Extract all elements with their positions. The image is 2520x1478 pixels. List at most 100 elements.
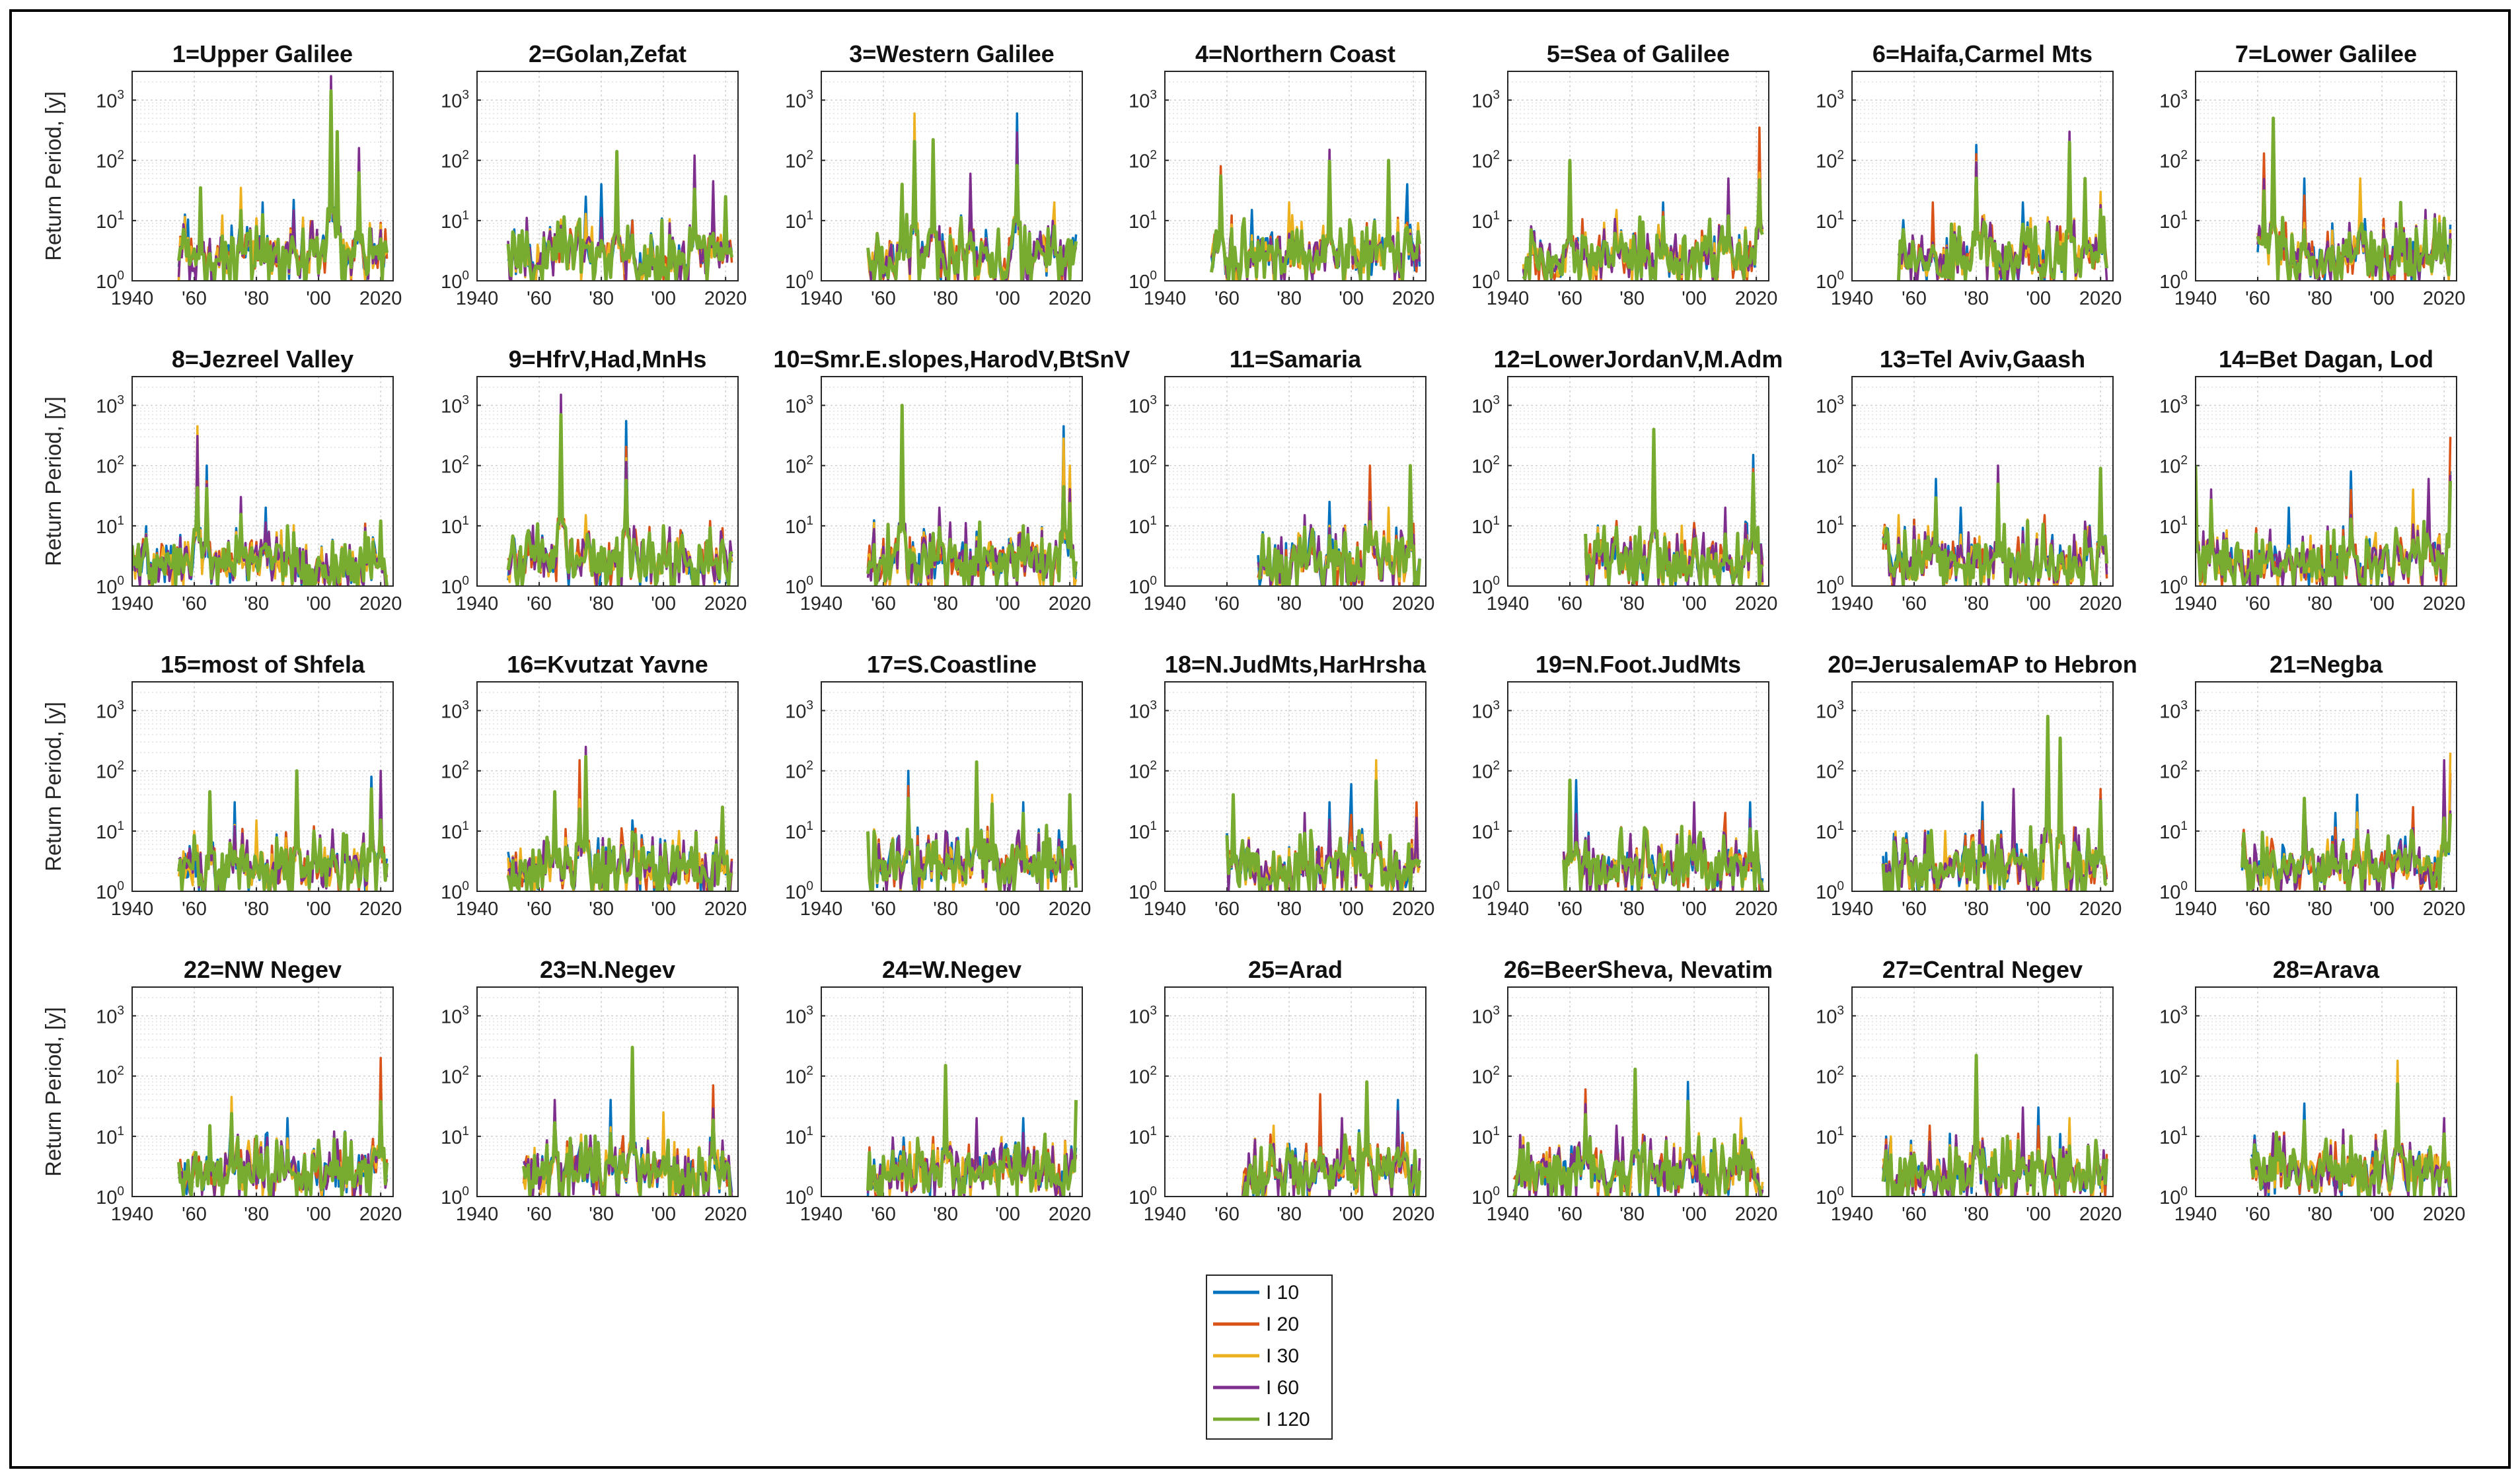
x-tick-label: '80 xyxy=(589,899,614,920)
x-tick-label: '00 xyxy=(306,899,331,920)
series-group xyxy=(1241,1080,1422,1197)
x-tick-label: '80 xyxy=(589,1204,614,1225)
y-tick-label: 103 xyxy=(1471,88,1500,112)
y-tick-label: 102 xyxy=(1129,1064,1157,1088)
x-tick-label: 2020 xyxy=(2423,899,2466,920)
x-tick-label: '60 xyxy=(1557,1204,1582,1225)
y-tick-label: 103 xyxy=(1129,88,1157,112)
x-tick-label: '60 xyxy=(1557,899,1582,920)
x-tick-label: '80 xyxy=(933,288,958,309)
series-group xyxy=(177,769,389,891)
panel: 100 101 102 103 1940 '60 '80 '00 2020 17=S.Coastl… xyxy=(785,651,1091,920)
y-tick-label: 101 xyxy=(1816,514,1844,538)
axes-box xyxy=(1851,71,2114,281)
panel-title: 1=Upper Galilee xyxy=(172,40,353,67)
x-tick-label: 1940 xyxy=(456,899,499,920)
panel: 100 101 102 103 1940 '60 '80 '00 2020 10=Smr.E.sl… xyxy=(774,346,1130,614)
axes-box xyxy=(1851,986,2114,1197)
x-tick-label: '60 xyxy=(182,288,207,309)
axes-box xyxy=(821,681,1083,892)
panel-title: 23=N.Negev xyxy=(540,956,675,983)
y-tick-label: 100 xyxy=(441,269,469,293)
y-tick-label: 100 xyxy=(1129,269,1157,293)
series-line xyxy=(132,486,389,586)
x-tick-label: '60 xyxy=(1902,288,1927,309)
x-tick-label: '80 xyxy=(1964,899,1989,920)
y-tick-label: 100 xyxy=(785,574,813,598)
panel-title: 11=Samaria xyxy=(1230,346,1362,373)
panel-title: 19=N.Foot.JudMts xyxy=(1536,651,1741,678)
y-tick-label: 101 xyxy=(1816,1125,1844,1148)
panel: 100 101 102 103 1940 '60 '80 '00 2020 5=Sea of Ga… xyxy=(1471,40,1777,309)
y-tick-label: 101 xyxy=(2159,1125,2188,1148)
x-tick-label: '80 xyxy=(589,593,614,614)
y-tick-label: 103 xyxy=(1129,393,1157,417)
y-tick-label: 101 xyxy=(1129,819,1157,843)
x-tick-label: '80 xyxy=(1277,899,1302,920)
y-tick-label: 100 xyxy=(441,879,469,903)
y-tick-label: 103 xyxy=(1129,1004,1157,1027)
y-tick-label: 101 xyxy=(2159,514,2188,538)
series-group xyxy=(1522,126,1764,281)
x-tick-label: '80 xyxy=(2307,593,2332,614)
x-tick-label: 1940 xyxy=(1144,288,1187,309)
panel-title: 16=Kvutzat Yavne xyxy=(507,651,708,678)
x-tick-label: 1940 xyxy=(1144,1204,1187,1225)
panel-title: 2=Golan,Zefat xyxy=(529,40,686,67)
y-tick-label: 102 xyxy=(2159,149,2188,172)
y-tick-label: 100 xyxy=(785,269,813,293)
y-tick-label: 101 xyxy=(441,819,469,843)
axes-box xyxy=(821,71,1083,281)
x-tick-label: '00 xyxy=(651,288,676,309)
series-line xyxy=(177,769,389,891)
x-tick-label: '80 xyxy=(1619,1204,1645,1225)
y-tick-label: 102 xyxy=(441,1064,469,1088)
x-tick-label: '60 xyxy=(1214,288,1240,309)
axes-box xyxy=(1507,681,1769,892)
series-line xyxy=(2196,465,2453,586)
x-tick-label: 1940 xyxy=(2174,899,2217,920)
x-tick-label: '60 xyxy=(2245,1204,2270,1225)
panel: 100 101 102 103 1940 '60 '80 '00 2020 14=Bet Daga… xyxy=(2159,346,2465,614)
y-tick-label: 103 xyxy=(2159,1004,2188,1027)
x-tick-label: '00 xyxy=(995,288,1020,309)
x-tick-label: 2020 xyxy=(1049,593,1092,614)
y-tick-label: 101 xyxy=(441,1125,469,1148)
series-group xyxy=(506,149,734,281)
axes-box xyxy=(2195,986,2457,1197)
x-tick-label: '60 xyxy=(1214,1204,1240,1225)
panel: 100 101 102 103 1940 '60 '80 '00 2020 7=Lower Gal… xyxy=(2159,40,2465,309)
axes-box xyxy=(131,986,394,1197)
y-tick-label: 102 xyxy=(1129,454,1157,478)
axes-box xyxy=(1851,376,2114,587)
y-tick-label: 100 xyxy=(96,574,124,598)
panel-title: 6=Haifa,Carmel Mts xyxy=(1872,40,2093,67)
x-tick-label: 1940 xyxy=(2174,1204,2217,1225)
series-line xyxy=(2256,116,2453,281)
series-line xyxy=(1257,464,1422,586)
y-tick-label: 100 xyxy=(441,574,469,598)
series-line xyxy=(522,1045,732,1197)
y-tick-label: 101 xyxy=(1471,819,1500,843)
x-tick-label: '60 xyxy=(182,899,207,920)
axes-box xyxy=(131,376,394,587)
x-tick-label: '00 xyxy=(2369,288,2394,309)
y-tick-label: 103 xyxy=(96,393,124,417)
panel: 100 101 102 103 1940 '60 '80 '00 2020 20=Jerusale… xyxy=(1816,651,2137,920)
x-tick-label: '80 xyxy=(244,1204,269,1225)
x-tick-label: 2020 xyxy=(359,1204,402,1225)
x-tick-label: '60 xyxy=(2245,593,2270,614)
x-tick-label: '60 xyxy=(1902,1204,1927,1225)
series-group xyxy=(866,1064,1078,1197)
panel: 100 101 102 103 1940 '60 '80 '00 2020 23=N.Negev xyxy=(441,956,747,1225)
y-tick-label: 102 xyxy=(2159,1064,2188,1088)
legend-label: I 20 xyxy=(1266,1313,1299,1335)
x-tick-label: '00 xyxy=(651,593,676,614)
x-tick-label: '60 xyxy=(1557,593,1582,614)
y-tick-label: 100 xyxy=(1816,1185,1844,1208)
x-tick-label: '80 xyxy=(244,593,269,614)
y-tick-label: 102 xyxy=(1471,149,1500,172)
x-tick-label: 2020 xyxy=(359,899,402,920)
series-group xyxy=(177,1056,389,1197)
x-tick-label: '60 xyxy=(2245,899,2270,920)
